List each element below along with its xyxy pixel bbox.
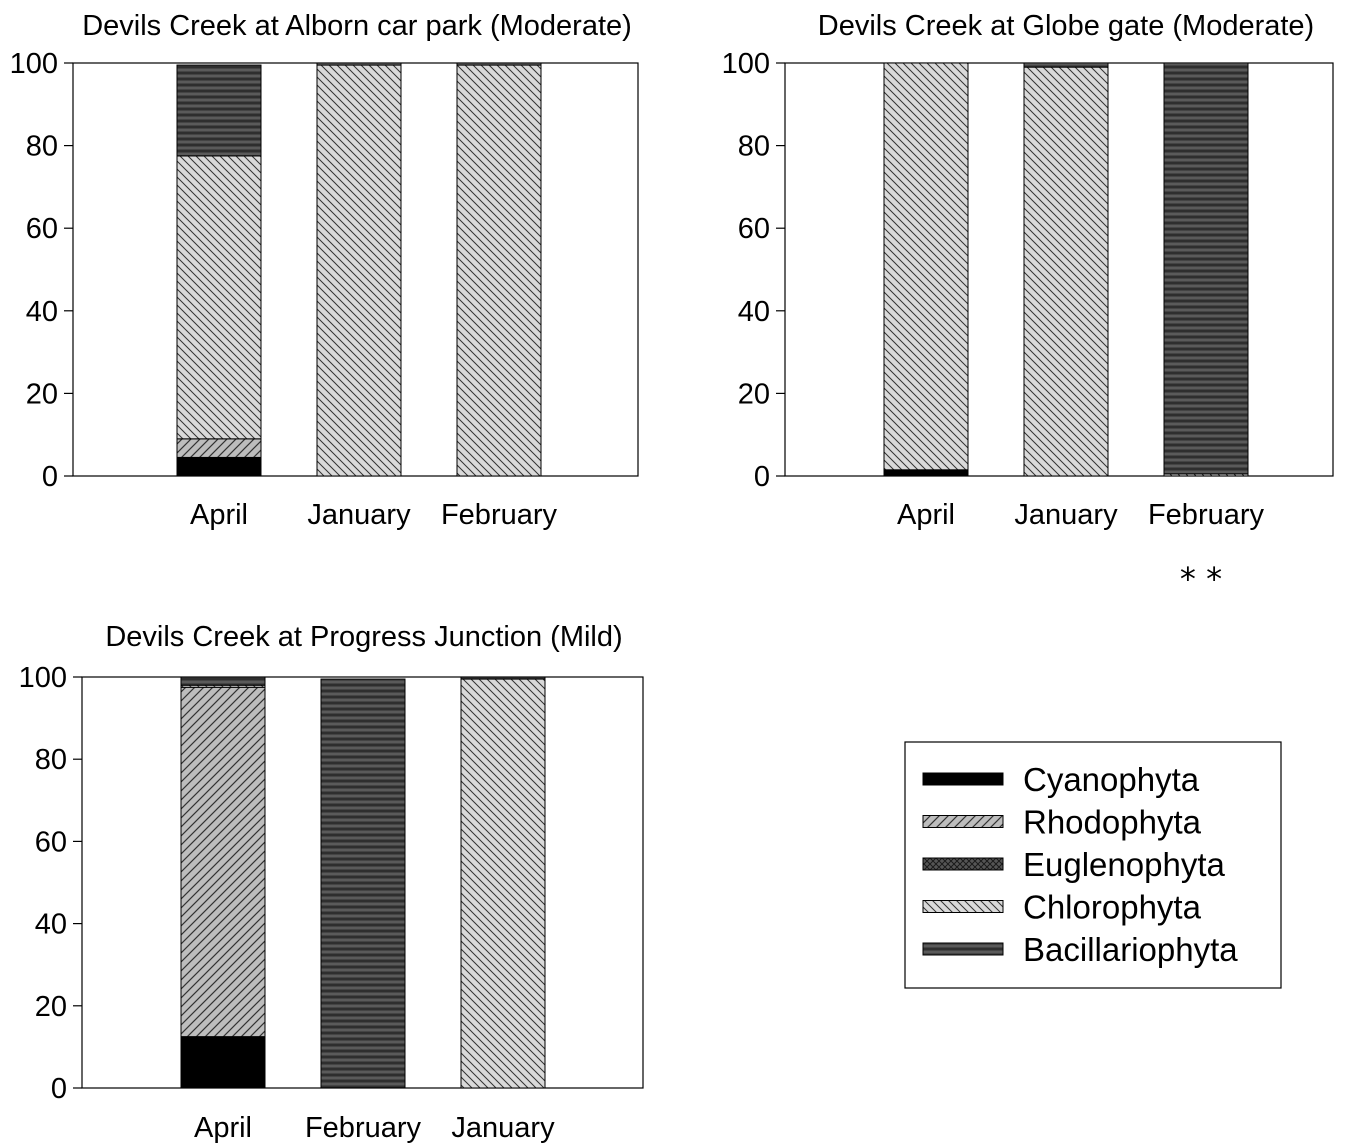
bar-segment-chlorophyta-february (456, 64, 542, 477)
bar-segment-chlorophyta-january (460, 678, 546, 1089)
bar-segment-bacillariophyta-february (456, 62, 542, 66)
y-tick-label: 80 (738, 131, 770, 163)
bar-segment-cyanophyta-april (180, 1036, 266, 1089)
bar-segment-cyanophyta-april (176, 456, 262, 477)
legend-swatch-euglenophyta (922, 857, 1004, 871)
bar-segment-chlorophyta-april (176, 155, 262, 440)
legend-swatch-chlorophyta (922, 900, 1004, 913)
bar-segment-bacillariophyta-february (1163, 62, 1249, 475)
y-tick-label: 40 (35, 909, 67, 941)
chart-title: Devils Creek at Alborn car park (Moderat… (82, 10, 632, 42)
significance-annotation: * * (1180, 560, 1222, 598)
y-tick-label: 100 (722, 48, 770, 80)
bar-segment-cyanophyta-april (883, 469, 969, 477)
chart-alborn-car-park: Devils Creek at Alborn car park (Moderat… (10, 10, 639, 531)
x-category-label: April (194, 1112, 252, 1144)
y-tick-label: 80 (35, 744, 67, 776)
bar-segment-bacillariophyta-april (180, 676, 266, 686)
y-tick-label: 100 (10, 48, 58, 80)
legend: Cyanophyta Rhodophyta Euglenophyta Chloroph… (904, 741, 1282, 989)
legend-label-rhodophyta: Rhodophyta (1023, 804, 1202, 841)
bar-segment-rhodophyta-april (180, 686, 266, 1038)
y-tick-label: 0 (51, 1073, 67, 1105)
legend-label-chlorophyta: Chlorophyta (1023, 889, 1202, 926)
chart-title: Devils Creek at Globe gate (Moderate) (818, 10, 1314, 42)
bar-segment-bacillariophyta-january (1023, 62, 1109, 68)
chart-progress-junction: Devils Creek at Progress Junction (Mild)… (19, 621, 644, 1144)
x-category-label: February (305, 1112, 422, 1144)
bar-segment-chlorophyta-january (1023, 66, 1109, 477)
y-tick-label: 80 (26, 131, 58, 163)
y-tick-label: 20 (26, 378, 58, 410)
x-category-label: February (441, 499, 558, 531)
y-tick-label: 0 (42, 461, 58, 493)
chart-globe-gate: Devils Creek at Globe gate (Moderate) 0 2… (722, 10, 1334, 531)
x-category-label: April (190, 499, 248, 531)
bar-segment-bacillariophyta-january (460, 676, 546, 680)
y-tick-label: 60 (26, 213, 58, 245)
y-tick-label: 60 (35, 826, 67, 858)
legend-label-euglenophyta: Euglenophyta (1023, 846, 1225, 883)
legend-swatch-cyanophyta (922, 772, 1004, 786)
legend-label-cyanophyta: Cyanophyta (1023, 761, 1200, 798)
x-category-label: February (1148, 499, 1265, 531)
y-tick-label: 40 (26, 296, 58, 328)
bar-segment-bacillariophyta-january (316, 62, 402, 66)
legend-swatch-bacillariophyta (922, 942, 1004, 956)
bar-segment-chlorophyta-april (883, 62, 969, 471)
x-category-label: January (307, 499, 411, 531)
y-tick-label: 20 (738, 378, 770, 410)
y-tick-label: 40 (738, 296, 770, 328)
y-tick-label: 0 (754, 461, 770, 493)
y-tick-label: 20 (35, 991, 67, 1023)
x-category-label: January (1014, 499, 1118, 531)
bar-segment-chlorophyta-january (316, 64, 402, 477)
bar-segment-bacillariophyta-april (176, 64, 262, 157)
y-tick-label: 60 (738, 213, 770, 245)
x-category-label: April (897, 499, 955, 531)
y-tick-label: 100 (19, 662, 67, 694)
legend-swatch-rhodophyta (922, 815, 1004, 828)
legend-label-bacillariophyta: Bacillariophyta (1023, 931, 1238, 968)
bar-segment-rhodophyta-april (176, 438, 262, 458)
bar-segment-bacillariophyta-february (320, 678, 406, 1089)
x-category-label: January (451, 1112, 555, 1144)
chart-title: Devils Creek at Progress Junction (Mild) (105, 621, 622, 653)
